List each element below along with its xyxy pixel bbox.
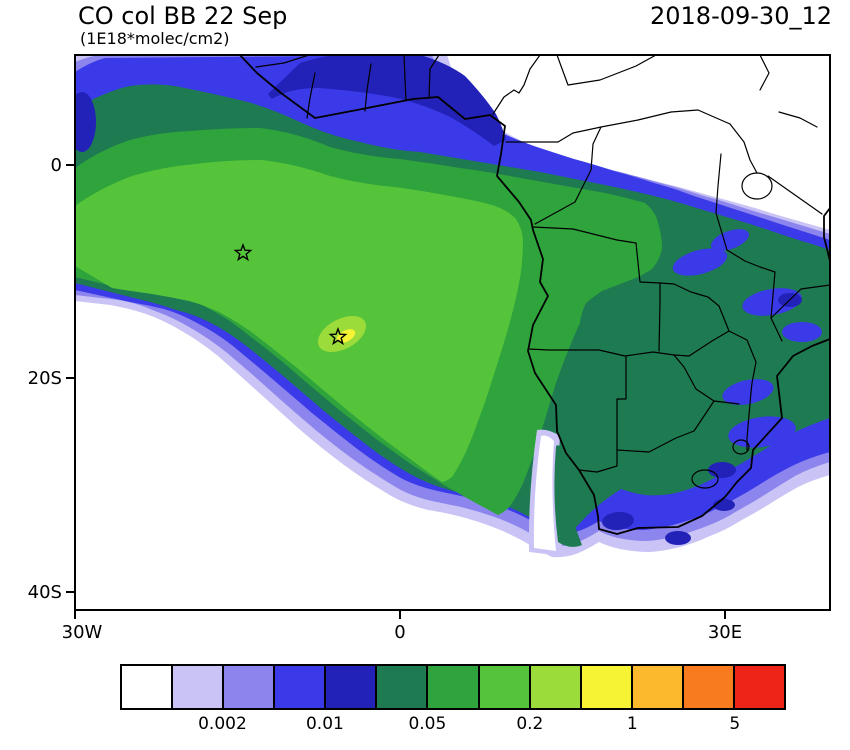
map-frame	[74, 54, 831, 611]
colorbar-tick-label: 0.05	[408, 714, 447, 734]
country-border	[770, 284, 830, 319]
x-axis-label-0: 0	[394, 622, 405, 643]
colorbar-tick-label: 5	[729, 714, 741, 734]
country-border	[715, 153, 783, 342]
country-border	[428, 55, 440, 98]
map-plot: 0 20S 40S 30W 0 30E	[28, 54, 831, 643]
country-border	[364, 63, 372, 112]
country-border	[492, 55, 541, 115]
plot-title: CO col BB 22 Sep	[78, 2, 288, 30]
colorbar-cell	[683, 666, 735, 708]
contour-patch	[672, 248, 728, 276]
contour-patch	[728, 416, 796, 448]
contour-patch	[722, 379, 774, 405]
country-border	[534, 126, 602, 225]
lake-victoria-outline	[741, 172, 773, 200]
colorbar-tick-label: 0.002	[198, 714, 247, 734]
colorbar-cell	[326, 666, 378, 708]
colorbar-cell	[734, 666, 785, 708]
country-border	[532, 226, 661, 352]
country-border	[578, 449, 618, 473]
country-border	[759, 55, 770, 91]
colorbar-cell	[275, 666, 327, 708]
contour-patch-dark	[602, 511, 634, 531]
contour-patch-dark	[665, 531, 691, 545]
country-border	[729, 123, 758, 174]
contour-patch-dark	[75, 92, 96, 152]
y-axis-label-20s: 20S	[28, 368, 62, 389]
y-axis-label-40s: 40S	[28, 582, 62, 603]
contour-field	[75, 55, 830, 558]
country-border	[713, 391, 752, 451]
country-border	[527, 348, 675, 357]
clean-sliver	[533, 435, 556, 551]
colorbar-cell	[479, 666, 531, 708]
country-border	[616, 356, 627, 451]
country-border	[557, 109, 731, 143]
country-border	[673, 354, 715, 402]
country-border	[306, 72, 316, 119]
colorbar-cell	[428, 666, 480, 708]
plot-timestamp: 2018-09-30_12	[649, 2, 832, 30]
contour-level4-guinea-coast-band	[268, 55, 506, 146]
contour-level7	[75, 160, 523, 482]
coastal-strip	[554, 445, 582, 547]
axis-ticks	[66, 164, 726, 619]
colorbar-cell	[632, 666, 684, 708]
country-border-eswatini	[732, 439, 750, 455]
country-border	[673, 330, 730, 357]
country-border	[767, 175, 823, 215]
colorbar-cell	[581, 666, 633, 708]
colorbar-tick-label: 0.2	[516, 714, 544, 734]
country-border	[778, 111, 818, 128]
country-border	[255, 55, 310, 68]
colorbar-tick-label: 1	[626, 714, 638, 734]
country-border-lesotho	[691, 469, 719, 489]
colorbar-cell	[224, 666, 276, 708]
colorbar-tick-label: 0.01	[305, 714, 344, 734]
contour-patch	[782, 322, 822, 342]
x-axis-label-30e: 30E	[708, 622, 742, 643]
colorbar-cell	[173, 666, 225, 708]
colorbar-cell	[122, 666, 174, 708]
contour-patch	[710, 229, 750, 251]
contour-patch-dark	[708, 462, 736, 478]
colorbar-cell	[377, 666, 429, 708]
plot-units-label: (1E18*molec/cm2)	[80, 29, 230, 48]
country-border	[403, 55, 407, 102]
country-border	[728, 330, 757, 393]
colorbar	[120, 664, 786, 710]
y-axis-label-0: 0	[51, 155, 62, 176]
x-axis-label-30w: 30W	[62, 622, 103, 643]
coastline-east-africa	[823, 207, 830, 262]
country-border	[556, 55, 657, 86]
colorbar-labels: 0.002 0.01 0.05 0.2 1 5	[120, 714, 786, 738]
coastline-africa-west-south	[239, 55, 830, 535]
country-border	[616, 400, 715, 453]
colorbar-cell	[530, 666, 582, 708]
country-border	[659, 282, 730, 332]
